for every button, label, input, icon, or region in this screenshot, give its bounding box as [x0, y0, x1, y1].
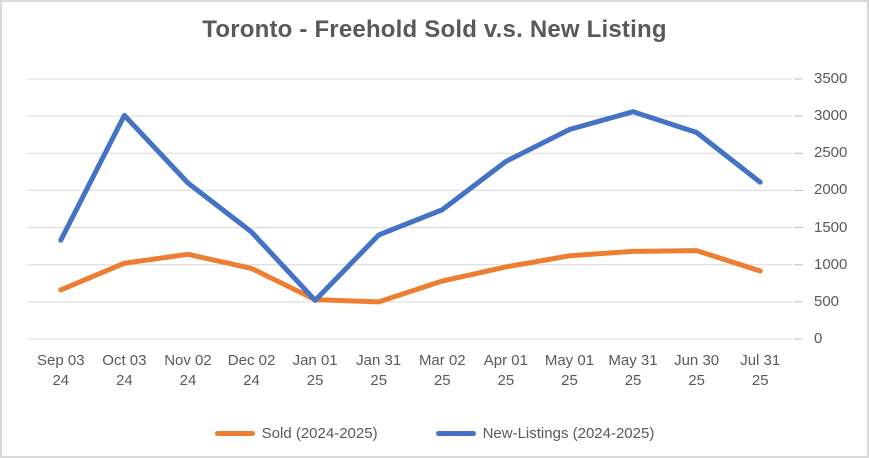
x-axis-label: Jan 31 25: [356, 352, 402, 389]
sold-line-swatch: [214, 431, 255, 436]
legend: Sold (2024-2025) New-Listings (2024-2025…: [2, 425, 867, 442]
y-axis-label: 1500: [814, 218, 848, 236]
x-axis-label: Nov 02 24: [164, 352, 212, 389]
y-axis-label: 1000: [814, 255, 848, 273]
chart-title: Toronto - Freehold Sold v.s. New Listing: [202, 16, 667, 43]
x-axis-label: May 01 25: [544, 352, 595, 389]
sold-line: [58, 248, 763, 305]
x-axis-label: Oct 03 24: [102, 352, 147, 389]
new-listings-line-swatch: [435, 431, 476, 436]
y-axis-label: 3000: [814, 107, 848, 125]
y-axis-label: 2000: [814, 181, 848, 199]
x-axis-label: Apr 01 25: [483, 352, 528, 389]
legend-item-new-listings: New-Listings (2024-2025): [435, 425, 655, 442]
y-axis-label: 500: [814, 292, 840, 310]
x-axis-label: Jan 01 25: [292, 352, 338, 389]
x-axis-label: Sep 03 24: [37, 352, 85, 389]
x-axis-label: Dec 02 24: [227, 352, 276, 389]
legend-label-sold: Sold (2024-2025): [261, 425, 378, 442]
y-axis-label: 3500: [814, 70, 848, 87]
legend-label-new-listings: New-Listings (2024-2025): [482, 425, 655, 442]
y-axis-label: 2500: [814, 144, 848, 162]
x-axis-label: Jun 30 25: [674, 352, 720, 389]
legend-item-sold: Sold (2024-2025): [214, 425, 378, 442]
y-axis-label: 0: [814, 330, 823, 347]
x-axis-label: May 31 25: [608, 352, 658, 389]
x-axis-label: Jul 31 25: [740, 352, 781, 389]
new-listings-line: [58, 109, 763, 303]
x-axis-label: Mar 02 25: [418, 352, 466, 389]
